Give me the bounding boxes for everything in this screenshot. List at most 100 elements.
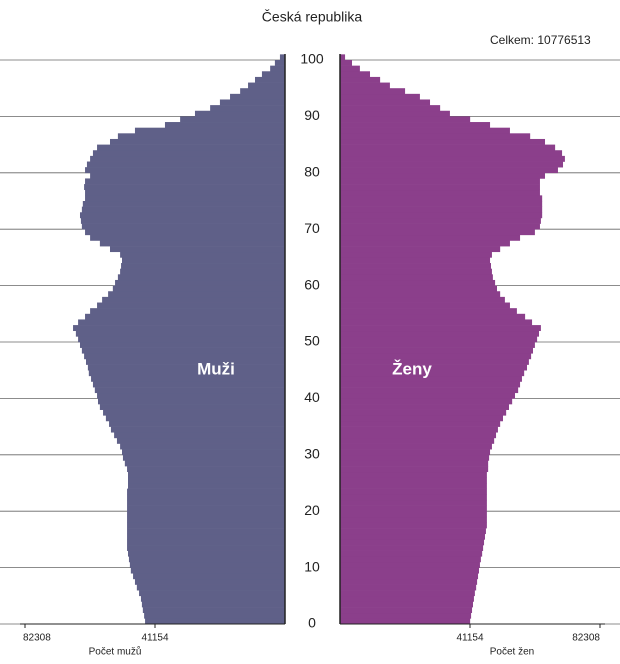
y-tick-label: 90 <box>304 107 320 123</box>
bar <box>261 71 285 78</box>
bar <box>340 110 450 117</box>
bar <box>90 234 285 241</box>
bar <box>340 584 477 591</box>
bar <box>248 82 285 89</box>
bar <box>340 590 475 597</box>
bar <box>78 336 285 343</box>
y-tick-label: 80 <box>304 164 320 180</box>
bar <box>340 167 558 174</box>
bar <box>94 387 285 394</box>
bar <box>117 274 285 281</box>
bar <box>340 392 516 399</box>
bar <box>128 550 285 557</box>
bar <box>340 528 486 535</box>
bar <box>230 93 285 100</box>
bar <box>109 138 286 145</box>
bar <box>340 415 503 422</box>
bar <box>340 578 478 585</box>
x-axis-title: Počet žen <box>490 647 534 658</box>
bar <box>340 138 546 145</box>
bar <box>90 155 285 162</box>
bar <box>340 618 471 625</box>
bar <box>340 353 532 360</box>
bar <box>122 449 286 456</box>
bar <box>81 206 285 213</box>
bar <box>194 110 285 117</box>
chart-subtitle: Celkem: 10776513 <box>490 33 591 47</box>
bar <box>90 308 285 315</box>
bar <box>340 268 492 275</box>
bar <box>109 246 286 253</box>
bar <box>340 358 529 365</box>
bar <box>120 268 286 275</box>
bar <box>116 437 285 444</box>
bar <box>340 364 528 371</box>
bar <box>84 184 286 191</box>
bar <box>92 150 285 157</box>
bar <box>340 195 543 202</box>
bar <box>87 364 285 371</box>
bar <box>340 105 441 112</box>
x-tick-label: 82308 <box>572 633 600 644</box>
bar <box>128 471 285 478</box>
bar <box>340 76 381 83</box>
bar <box>340 370 525 377</box>
bar <box>340 178 540 185</box>
bar <box>340 420 501 427</box>
bar <box>136 584 285 591</box>
bar <box>340 437 495 444</box>
bar <box>127 522 285 529</box>
bar <box>340 432 497 439</box>
bar <box>81 347 285 354</box>
bar <box>270 65 285 72</box>
bar <box>110 426 285 433</box>
bar <box>340 567 479 574</box>
y-tick-label: 10 <box>304 558 320 574</box>
bar <box>114 432 285 439</box>
bar <box>85 189 286 196</box>
bar <box>127 511 285 518</box>
bar <box>340 88 406 95</box>
bar <box>340 319 533 326</box>
bar <box>340 212 543 219</box>
bar <box>127 488 285 495</box>
chart-title: Česká republika <box>262 9 363 25</box>
bar <box>340 533 485 540</box>
bar <box>340 234 521 241</box>
bar <box>340 426 498 433</box>
bar <box>127 505 285 512</box>
bar <box>340 201 543 207</box>
bar <box>128 556 285 563</box>
x-tick-label: 82308 <box>23 633 51 644</box>
bar <box>340 291 501 298</box>
bar <box>112 285 285 292</box>
bar <box>142 607 285 614</box>
bar <box>340 308 517 315</box>
bar <box>340 612 472 619</box>
bar <box>340 251 492 258</box>
bar <box>340 494 487 501</box>
bar <box>85 178 286 185</box>
bar <box>133 573 285 580</box>
bar <box>340 607 473 614</box>
bar <box>105 415 285 422</box>
bar <box>340 477 487 484</box>
bar <box>340 330 540 337</box>
bar <box>340 144 556 151</box>
bar <box>102 296 285 303</box>
bar <box>340 347 534 354</box>
bar <box>340 93 420 100</box>
bar <box>97 398 286 405</box>
bar <box>80 217 285 224</box>
bar <box>340 539 485 546</box>
bar <box>127 539 285 546</box>
bar <box>340 573 479 580</box>
bar <box>340 127 510 134</box>
bar <box>340 556 481 563</box>
bar <box>144 612 285 619</box>
bar <box>340 82 390 89</box>
bar <box>340 240 510 247</box>
bar <box>97 144 286 151</box>
bar <box>340 449 491 456</box>
